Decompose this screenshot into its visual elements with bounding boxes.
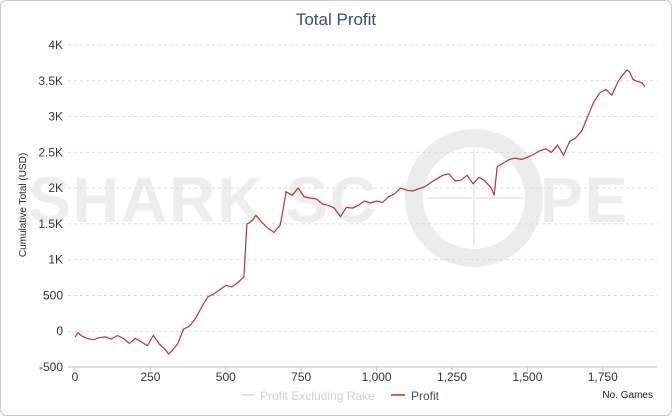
x-axis-ticks: 0 250 500 750 1,000 1,250 1,500 1,750 bbox=[72, 367, 618, 384]
y-tick-label: 500 bbox=[43, 288, 63, 302]
y-tick-label: 4K bbox=[48, 38, 63, 52]
y-tick-label: 3.5K bbox=[38, 74, 63, 88]
x-tick-label: 750 bbox=[291, 370, 311, 384]
x-tick-label: 250 bbox=[140, 370, 160, 384]
y-tick-label: 1.5K bbox=[38, 217, 63, 231]
x-tick-label: 1,500 bbox=[512, 370, 542, 384]
x-tick-label: 1,000 bbox=[362, 370, 392, 384]
x-tick-label: 1,250 bbox=[437, 370, 467, 384]
legend: Profit Excluding Rake Profit bbox=[241, 389, 440, 403]
legend-item-profit-excluding-rake[interactable]: Profit Excluding Rake bbox=[241, 389, 375, 403]
grid-lines bbox=[68, 44, 657, 332]
x-axis-label: No. Games bbox=[602, 390, 653, 401]
watermark-text: SHARK SC bbox=[28, 164, 378, 236]
watermark-scope-ring bbox=[405, 129, 543, 267]
y-tick-label: 3K bbox=[48, 110, 63, 124]
legend-item-profit[interactable]: Profit bbox=[391, 389, 440, 403]
y-tick-label: -500 bbox=[39, 360, 63, 374]
chart-title: Total Profit bbox=[296, 10, 377, 29]
y-tick-label: 0 bbox=[56, 324, 63, 338]
y-axis-label: Cumulative Total (USD) bbox=[18, 153, 29, 257]
x-tick-label: 1,750 bbox=[588, 370, 618, 384]
series-profit-line bbox=[74, 69, 646, 356]
x-tick-label: 500 bbox=[216, 370, 236, 384]
sharkscope-watermark: SHARK SC PE bbox=[28, 129, 629, 267]
legend-label-profit: Profit bbox=[411, 389, 440, 403]
x-tick-label: 0 bbox=[72, 370, 79, 384]
y-axis-ticks: -500 0 500 1K 1.5K 2K 2.5K 3K 3.5K 4K bbox=[38, 38, 63, 374]
legend-label-profit-excluding-rake: Profit Excluding Rake bbox=[260, 389, 375, 403]
watermark-text-end: PE bbox=[540, 164, 629, 236]
y-tick-label: 1K bbox=[48, 253, 63, 267]
y-tick-label: 2.5K bbox=[38, 145, 63, 159]
y-tick-label: 2K bbox=[48, 181, 63, 195]
